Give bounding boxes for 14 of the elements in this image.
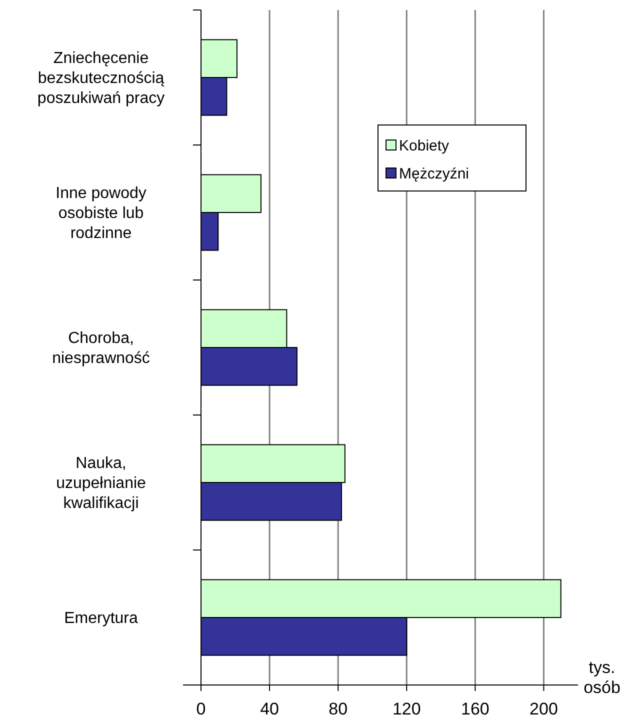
x-tick-label: 0	[196, 699, 206, 718]
y-tick-label: Inne powody osobiste lub rodzinne	[56, 185, 146, 242]
x-tick-label: 160	[460, 699, 490, 718]
y-tick-label: Nauka, uzupełnianie kwalifikacji	[56, 455, 146, 512]
x-tick-label: 80	[328, 699, 348, 718]
x-tick-label: 40	[260, 699, 280, 718]
y-tick-label: Zniechęcenie bezskutecznością poszukiwań pracy	[37, 50, 165, 108]
legend-label: Mężczyźni	[399, 165, 470, 182]
y-tick-label: Choroba, niesprawność	[52, 330, 150, 368]
x-axis-title: tys. osób	[584, 658, 620, 697]
x-tick-label: 200	[530, 699, 558, 718]
y-tick-label: Emerytura	[64, 610, 138, 628]
legend-label: Kobiety	[399, 137, 450, 154]
x-tick-label: 120	[392, 699, 421, 718]
